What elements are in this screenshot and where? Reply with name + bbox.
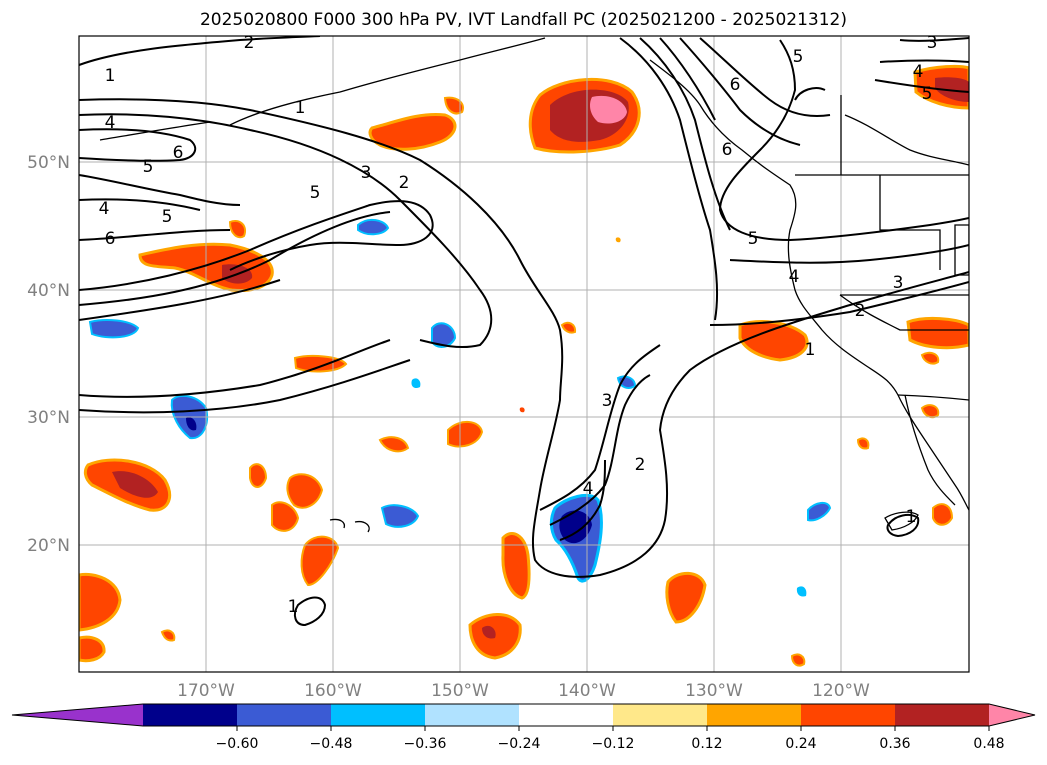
- colorbar-tick-label: −0.24: [498, 736, 541, 752]
- lon-labels: 170°W 160°W 150°W 140°W 130°W 120°W: [177, 681, 870, 701]
- contour-label: 6: [722, 140, 733, 160]
- contour-label: 3: [927, 33, 938, 53]
- colorbar-tick-label: 0.48: [973, 736, 1004, 752]
- colorbar-extend-high: [989, 704, 1035, 726]
- lat-label: 20°N: [27, 536, 70, 556]
- contour-label: 2: [855, 301, 866, 321]
- contour-label: 1: [295, 98, 306, 118]
- contour-label: 6: [173, 143, 184, 163]
- contour-label: 1: [906, 507, 917, 527]
- colorbar-segment: [331, 704, 426, 726]
- colorbar-segment: [425, 704, 520, 726]
- contour-label: 1: [805, 340, 816, 360]
- contour-label: 3: [361, 163, 372, 183]
- contour-label-group: 2 1 4 1 6 5 3 2 5 4 5 6 5 6 6 5 4 3 2 1 …: [99, 33, 938, 617]
- lon-label: 120°W: [812, 681, 870, 701]
- lat-label: 40°N: [27, 281, 70, 301]
- lon-label: 140°W: [558, 681, 616, 701]
- contour-label: 2: [399, 173, 410, 193]
- contour-label: 1: [105, 66, 116, 86]
- contour-label: 5: [310, 183, 321, 203]
- coastlines: [99, 37, 969, 533]
- contour-label: 2: [635, 455, 646, 475]
- contour-label: 5: [162, 207, 173, 227]
- contour-label: 2: [244, 33, 255, 53]
- contour-label: 1: [288, 597, 299, 617]
- colorbar-extend-low: [12, 704, 143, 726]
- contour-label: 5: [922, 84, 933, 104]
- colorbar-tick-label: 0.24: [785, 736, 816, 752]
- lat-labels: 50°N 40°N 30°N 20°N: [27, 153, 70, 556]
- pv-shading: [79, 64, 969, 667]
- ivt-contours: [79, 36, 969, 627]
- colorbar-tick-label: −0.60: [216, 736, 259, 752]
- page-title: 2025020800 F000 300 hPa PV, IVT Landfall…: [199, 10, 847, 30]
- lat-label: 30°N: [27, 408, 70, 428]
- map-frame: [78, 35, 970, 673]
- colorbar-tick-label: 0.12: [691, 736, 722, 752]
- contour-label: 6: [730, 75, 741, 95]
- contour-label: 4: [583, 479, 594, 499]
- contour-label: 4: [99, 199, 110, 219]
- colorbar-tick-label: −0.36: [404, 736, 447, 752]
- colorbar-segment: [707, 704, 802, 726]
- lon-label: 170°W: [177, 681, 235, 701]
- contour-label: 5: [748, 229, 759, 249]
- colorbar-tick-label: 0.36: [879, 736, 910, 752]
- colorbar-segment: [519, 704, 614, 726]
- contour-label: 3: [893, 273, 904, 293]
- contour-label: 5: [143, 157, 154, 177]
- colorbar-segment: [143, 704, 238, 726]
- colorbar-tick-label: −0.12: [592, 736, 635, 752]
- lat-label: 50°N: [27, 153, 70, 173]
- colorbar-outline: [11, 703, 1036, 727]
- colorbar-segment: [801, 704, 896, 726]
- colorbar-segment: [613, 704, 708, 726]
- colorbar-segment: [895, 704, 990, 726]
- colorbar-tick-label: −0.48: [310, 736, 353, 752]
- lon-label: 130°W: [685, 681, 743, 701]
- lon-label: 160°W: [304, 681, 362, 701]
- colorbar: −0.60 −0.48 −0.36 −0.24 −0.12 0.12 0.24 0.36 0.4…: [11, 703, 1036, 752]
- contour-label: 5: [793, 47, 804, 67]
- contour-label: 6: [105, 229, 116, 249]
- lon-label: 150°W: [431, 681, 489, 701]
- contour-label: 4: [105, 113, 116, 133]
- contour-label: 4: [913, 62, 924, 82]
- colorbar-segment: [237, 704, 332, 726]
- contour-label: 3: [602, 391, 613, 411]
- contour-label: 4: [789, 267, 800, 287]
